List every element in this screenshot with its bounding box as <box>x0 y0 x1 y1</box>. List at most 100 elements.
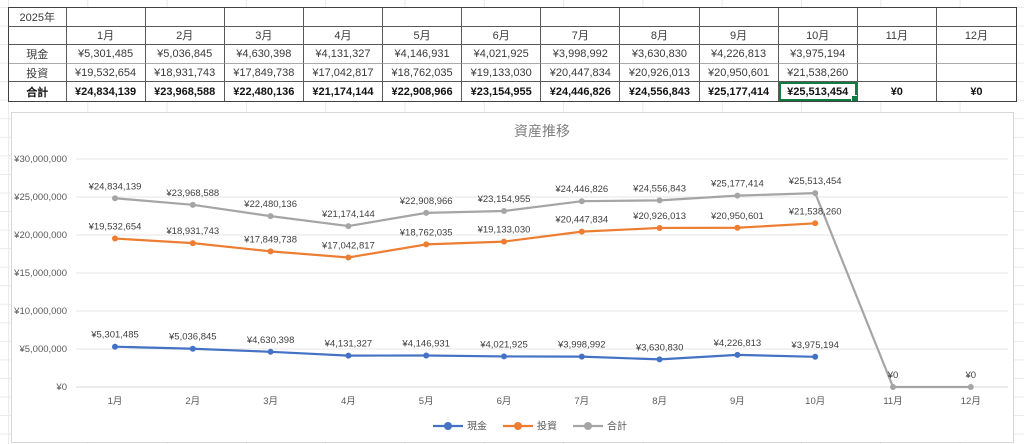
year-cell[interactable]: 2025年 <box>9 8 67 27</box>
cell-total-m5[interactable]: ¥22,908,966 <box>383 82 463 101</box>
cell-invest-m5[interactable]: ¥18,762,035 <box>383 63 463 83</box>
data-point <box>423 352 430 359</box>
cell-total-m6[interactable]: ¥23,154,955 <box>462 82 542 101</box>
data-label: ¥25,177,414 <box>710 179 764 190</box>
asset-line-chart: ¥0 ¥5,000,000 ¥10,000,000 ¥15,000,000 ¥20,00… <box>13 123 1008 433</box>
data-label: ¥24,446,826 <box>554 184 608 195</box>
y-axis-label: ¥10,000,000 <box>13 306 67 317</box>
corner-cell[interactable] <box>9 26 67 46</box>
x-axis-label: 7月 <box>574 396 589 407</box>
row-label-invest[interactable]: 投資 <box>9 63 67 83</box>
month-header[interactable]: 2月 <box>145 26 225 46</box>
empty-cell[interactable] <box>620 8 700 27</box>
y-axis-label: ¥15,000,000 <box>13 268 67 279</box>
data-point <box>189 201 196 208</box>
month-header[interactable]: 12月 <box>936 26 1016 46</box>
cell-total-m12[interactable]: ¥0 <box>936 82 1016 101</box>
cell-cash-m7[interactable]: ¥3,998,992 <box>541 45 621 64</box>
cell-cash-m2[interactable]: ¥5,036,845 <box>145 45 225 64</box>
cell-invest-m7[interactable]: ¥20,447,834 <box>541 63 621 83</box>
empty-cell[interactable] <box>778 8 858 27</box>
cell-cash-m1[interactable]: ¥5,301,485 <box>66 45 146 64</box>
data-point <box>112 195 118 202</box>
cell-invest-m2[interactable]: ¥18,931,743 <box>145 63 225 83</box>
x-axis-label: 9月 <box>730 396 745 407</box>
month-header[interactable]: 1月 <box>66 26 146 46</box>
data-point <box>423 209 430 216</box>
cell-total-m7[interactable]: ¥24,446,826 <box>541 82 621 101</box>
selected-cell[interactable]: ¥25,513,454 <box>778 82 858 101</box>
y-axis-label: ¥20,000,000 <box>13 230 67 241</box>
month-header[interactable]: 10月 <box>778 26 858 46</box>
series-line-現金 <box>114 345 816 361</box>
cell-cash-m10[interactable]: ¥3,975,194 <box>778 45 858 64</box>
legend-label: 投資 <box>537 420 557 433</box>
cell-invest-m12[interactable] <box>936 63 1016 83</box>
data-point <box>578 198 585 205</box>
cell-total-m1[interactable]: ¥24,834,139 <box>66 82 146 101</box>
data-label: ¥3,998,992 <box>557 340 606 351</box>
month-header[interactable]: 7月 <box>541 26 621 46</box>
cell-cash-m3[interactable]: ¥4,630,398 <box>224 45 304 64</box>
month-header[interactable]: 11月 <box>857 26 937 46</box>
series-line-合計 <box>114 191 971 389</box>
data-label: ¥23,968,588 <box>165 188 219 199</box>
asset-chart-card[interactable]: ¥0 ¥5,000,000 ¥10,000,000 ¥15,000,000 ¥20,00… <box>11 112 1014 443</box>
cell-total-m9[interactable]: ¥25,177,414 <box>699 82 779 101</box>
cell-cash-m9[interactable]: ¥4,226,813 <box>699 45 779 64</box>
data-label: ¥20,926,013 <box>632 211 686 222</box>
cell-cash-m12[interactable] <box>936 45 1016 64</box>
data-label: ¥19,133,030 <box>477 225 531 236</box>
cell-invest-m8[interactable]: ¥20,926,013 <box>620 63 700 83</box>
data-point <box>734 351 741 358</box>
empty-cell[interactable] <box>857 8 937 27</box>
data-point <box>734 192 741 199</box>
cell-total-m2[interactable]: ¥23,968,588 <box>145 82 225 101</box>
cell-cash-m8[interactable]: ¥3,630,830 <box>620 45 700 64</box>
data-point <box>189 345 196 352</box>
empty-cell[interactable] <box>303 8 383 27</box>
cell-cash-m6[interactable]: ¥4,021,925 <box>462 45 542 64</box>
cell-total-m8[interactable]: ¥24,556,843 <box>620 82 700 101</box>
cell-cash-m11[interactable] <box>857 45 937 64</box>
cell-invest-m11[interactable] <box>857 63 937 83</box>
month-header[interactable]: 8月 <box>620 26 700 46</box>
cell-invest-m3[interactable]: ¥17,849,738 <box>224 63 304 83</box>
empty-cell[interactable] <box>462 8 542 27</box>
cell-total-m11[interactable]: ¥0 <box>857 82 937 101</box>
empty-cell[interactable] <box>66 8 146 27</box>
month-header[interactable]: 5月 <box>383 26 463 46</box>
data-label: ¥25,513,454 <box>788 176 842 187</box>
month-header[interactable]: 3月 <box>224 26 304 46</box>
cell-invest-m9[interactable]: ¥20,950,601 <box>699 63 779 83</box>
data-point <box>267 213 274 220</box>
empty-cell[interactable] <box>699 8 779 27</box>
data-label: ¥0 <box>965 370 977 381</box>
empty-cell[interactable] <box>936 8 1016 27</box>
row-label-cash[interactable]: 現金 <box>9 45 67 64</box>
empty-cell[interactable] <box>383 8 463 27</box>
cell-cash-m5[interactable]: ¥4,146,931 <box>383 45 463 64</box>
cell-invest-m1[interactable]: ¥19,532,654 <box>66 63 146 83</box>
cell-invest-m6[interactable]: ¥19,133,030 <box>462 63 542 83</box>
x-axis-label: 8月 <box>652 396 667 407</box>
row-label-total[interactable]: 合計 <box>9 82 67 101</box>
cell-invest-m10[interactable]: ¥21,538,260 <box>778 63 858 83</box>
data-point <box>812 353 819 360</box>
cell-invest-m4[interactable]: ¥17,042,817 <box>303 63 383 83</box>
empty-cell[interactable] <box>145 8 225 27</box>
data-label: ¥5,301,485 <box>90 330 139 341</box>
data-label: ¥5,036,845 <box>168 332 217 343</box>
cell-total-m4[interactable]: ¥21,174,144 <box>303 82 383 101</box>
month-header[interactable]: 6月 <box>462 26 542 46</box>
month-header[interactable]: 9月 <box>699 26 779 46</box>
data-point <box>967 384 974 390</box>
empty-cell[interactable] <box>224 8 304 27</box>
month-header[interactable]: 4月 <box>303 26 383 46</box>
cell-cash-m4[interactable]: ¥4,131,327 <box>303 45 383 64</box>
legend-marker <box>444 422 452 430</box>
data-label: ¥18,931,743 <box>165 226 219 237</box>
data-label: ¥21,538,260 <box>788 206 842 217</box>
empty-cell[interactable] <box>541 8 621 27</box>
cell-total-m3[interactable]: ¥22,480,136 <box>224 82 304 101</box>
